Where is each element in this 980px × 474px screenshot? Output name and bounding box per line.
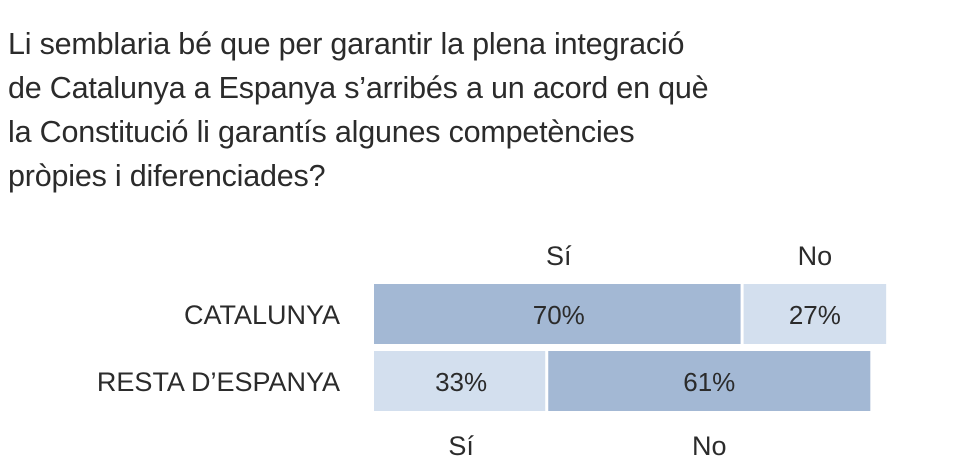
question-line-1: Li semblaria bé que per garantir la plen… [8,27,685,61]
bar-catalunya-si [374,284,741,344]
question-title: Li semblaria bé que per garantir la plen… [8,22,768,198]
value-label-catalunya-no: 27% [789,300,841,330]
row-catalunya: CATALUNYA 70% 27% [184,284,887,344]
row-resta-d-espanya: RESTA D’ESPANYA 33% 61% [97,351,871,411]
value-label-resta-d-espanya-no: 61% [683,367,735,397]
header-label-si: Sí [546,241,572,271]
chart-rows: CATALUNYA 70% 27% RESTA D’ESPANYA 33% 61% [97,284,887,411]
row-label-resta-d-espanya: RESTA D’ESPANYA [97,367,340,397]
value-label-resta-d-espanya-si: 33% [435,367,487,397]
bar-resta-d-espanya-si [374,351,546,411]
question-line-4: pròpies i diferenciades? [8,159,326,193]
footer-label-si: Sí [448,431,474,461]
value-label-catalunya-si: 70% [533,300,585,330]
footer-label-no: No [692,431,727,461]
question-line-3: la Constitució li garantís algunes compe… [8,115,635,149]
bar-catalunya-no [743,284,887,344]
row-label-catalunya: CATALUNYA [184,300,340,330]
bar-resta-d-espanya-no [548,351,871,411]
segment-footer-labels: Sí No [448,431,726,461]
question-line-2: de Catalunya a Espanya s’arribés a un ac… [8,71,709,105]
header-label-no: No [798,241,833,271]
segment-header-labels: Sí No [546,241,832,271]
